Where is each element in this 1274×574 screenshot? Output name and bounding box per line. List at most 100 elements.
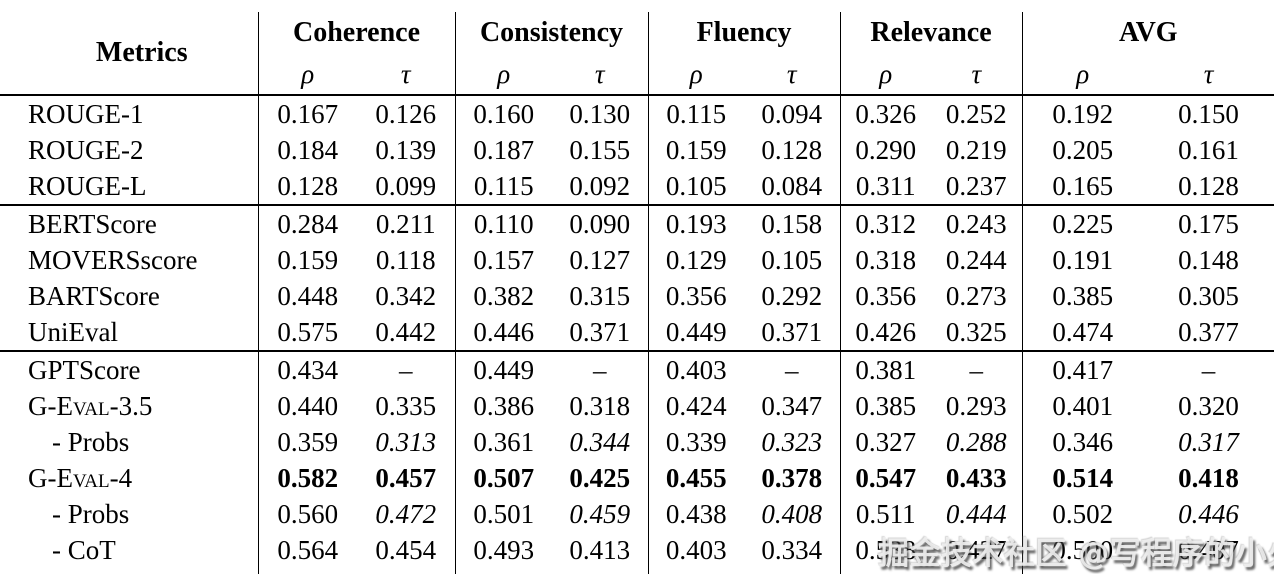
value-cell: 0.356: [839, 278, 932, 314]
value-cell: 0.130: [569, 98, 631, 129]
value-cell: 0.547: [839, 460, 932, 496]
tau-header: τ: [357, 54, 455, 96]
value-cell: 0.407: [1178, 534, 1239, 565]
value-cell: 0.312: [839, 204, 932, 242]
filler-cell: [1021, 568, 1144, 574]
value-cell: 0.433: [945, 462, 1007, 493]
value-cell: 0.237: [945, 170, 1007, 201]
value-cell: 0.511: [839, 496, 932, 532]
value-cell: 0.564: [257, 532, 357, 568]
value-cell: 0.378: [761, 462, 823, 493]
value-cell: 0.459: [569, 498, 631, 529]
value-cell: 0.293: [945, 390, 1007, 421]
value-cell: 0.292: [761, 280, 823, 311]
value-cell: 0.434: [257, 350, 357, 388]
value-cell: –: [1143, 350, 1274, 388]
metric-label: - Probs: [52, 426, 130, 457]
value-cell: 0.313: [375, 426, 437, 457]
tau-header: τ: [931, 54, 1023, 96]
value-cell: 0.252: [945, 98, 1007, 129]
metric-row: - Probs 0.359 0.313 0.361 0.344 0.339 0.323 0.3…: [0, 424, 1274, 460]
value-cell: 0.323: [761, 426, 823, 457]
metric-row: - CoT 0.564 0.454 0.493 0.413 0.403 0.334 0.538…: [0, 532, 1274, 568]
tau-header: τ: [1143, 54, 1274, 96]
value-cell: 0.090: [552, 204, 648, 242]
value-cell: 0.334: [761, 534, 823, 565]
value-cell: 0.444: [945, 498, 1007, 529]
value-cell: 0.403: [647, 532, 744, 568]
metric-label: G-Eval-3.5: [28, 390, 153, 421]
value-cell: 0.446: [454, 314, 552, 351]
filler-cell: [647, 568, 744, 574]
value-cell: 0.502: [1021, 496, 1144, 532]
column-group-label: Consistency: [454, 12, 648, 54]
metric-label: ROUGE-L: [28, 170, 147, 201]
value-cell: 0.129: [647, 242, 744, 278]
value-cell: 0.288: [945, 426, 1007, 457]
value-cell: 0.381: [839, 350, 932, 388]
metric-row: UniEval 0.575 0.442 0.446 0.371 0.449 0.371 0.4…: [0, 314, 1274, 351]
value-cell: 0.538: [839, 532, 932, 568]
value-cell: 0.514: [1021, 460, 1144, 496]
column-group-label: AVG: [1021, 12, 1274, 54]
value-cell: 0.193: [647, 204, 744, 242]
metric-row: MOVERSscore 0.159 0.118 0.157 0.127 0.129 0.10…: [0, 242, 1274, 278]
value-cell: 0.418: [1178, 462, 1239, 493]
metric-row: BARTScore 0.448 0.342 0.382 0.315 0.356 0.292 0…: [0, 278, 1274, 314]
value-cell: 0.110: [454, 204, 552, 242]
filler-cell: [552, 568, 648, 574]
value-cell: 0.425: [569, 462, 631, 493]
value-cell: 0.099: [375, 170, 437, 201]
value-cell: 0.150: [1178, 98, 1239, 129]
value-cell: 0.290: [839, 132, 932, 168]
value-cell: 0.424: [647, 388, 744, 424]
metric-label: - CoT: [52, 534, 116, 565]
rho-header: ρ: [647, 54, 744, 96]
value-cell: 0.159: [647, 132, 744, 168]
value-cell: 0.342: [375, 280, 437, 311]
column-group-label: Fluency: [647, 12, 841, 54]
value-cell: 0.128: [761, 134, 823, 165]
value-cell: 0.417: [1021, 350, 1144, 388]
value-cell: 0.344: [569, 426, 631, 457]
value-cell: 0.507: [454, 460, 552, 496]
value-cell: 0.359: [257, 424, 357, 460]
value-cell: 0.560: [257, 496, 357, 532]
value-cell: –: [552, 350, 648, 388]
value-cell: 0.446: [1178, 498, 1239, 529]
value-cell: 0.575: [257, 314, 357, 351]
filler-cell: [454, 568, 552, 574]
watermark: 掘金技术社区 @写程序的小火箭: [878, 536, 1274, 572]
column-group-label: Coherence: [257, 12, 455, 54]
metric-row: G-Eval-3.5 0.440 0.335 0.386 0.318 0.424 0.347…: [0, 388, 1274, 424]
value-cell: 0.449: [454, 350, 552, 388]
value-cell: –: [357, 350, 455, 388]
value-cell: 0.385: [1021, 278, 1144, 314]
value-cell: 0.161: [1178, 134, 1239, 165]
value-cell: 0.315: [569, 280, 631, 311]
value-cell: 0.493: [454, 532, 552, 568]
value-cell: 0.311: [839, 168, 932, 205]
metric-label: BARTScore: [28, 280, 160, 311]
value-cell: 0.244: [945, 244, 1007, 275]
value-cell: 0.382: [454, 278, 552, 314]
value-cell: 0.386: [454, 388, 552, 424]
value-cell: 0.155: [569, 134, 631, 165]
value-cell: –: [931, 350, 1023, 388]
value-cell: 0.371: [569, 316, 631, 347]
value-cell: 0.501: [454, 496, 552, 532]
value-cell: 0.273: [945, 280, 1007, 311]
value-cell: 0.500: [1021, 532, 1144, 568]
metric-label: G-Eval-4: [28, 462, 133, 493]
metric-label: UniEval: [28, 316, 118, 347]
value-cell: 0.320: [1178, 390, 1239, 421]
value-cell: 0.325: [945, 316, 1007, 347]
value-cell: 0.105: [647, 168, 744, 205]
filler-cell: [744, 568, 840, 574]
value-cell: 0.385: [839, 388, 932, 424]
table-header: Metrics Coherence Consistency Fluency Releva…: [0, 12, 1274, 96]
value-cell: 0.187: [454, 132, 552, 168]
metric-row: ROUGE-1 0.167 0.126 0.160 0.130 0.115 0.094 0.3…: [0, 95, 1274, 132]
value-cell: 0.128: [257, 168, 357, 205]
